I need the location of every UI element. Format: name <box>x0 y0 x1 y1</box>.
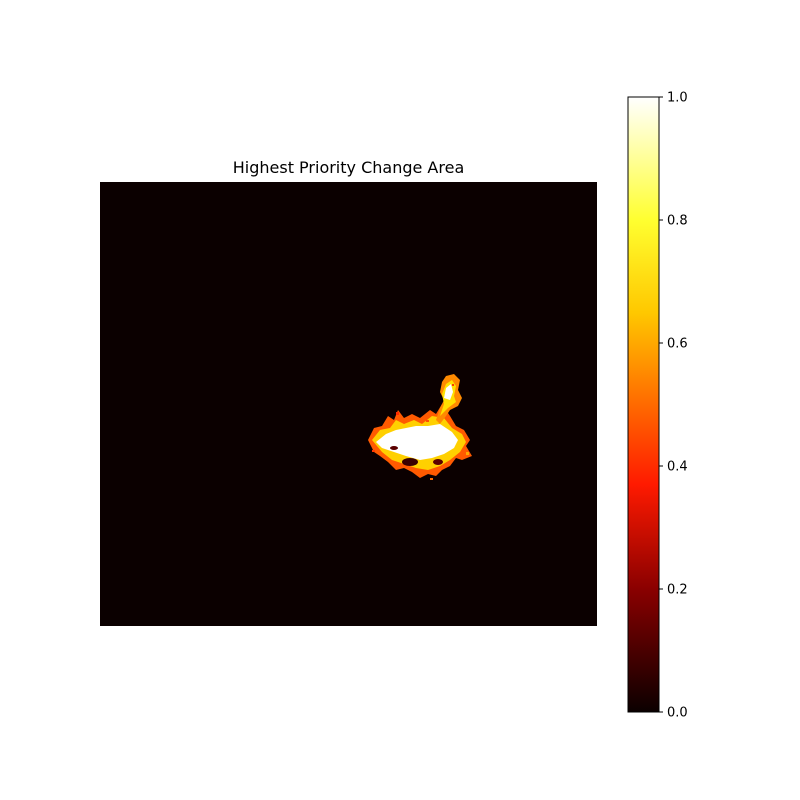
colorbar-tick-label: 0.0 <box>667 706 688 721</box>
colorbar-ticks: 0.0 0.2 0.4 0.6 0.8 1.0 <box>659 91 688 721</box>
hotspot-cluster <box>368 374 472 480</box>
colorbar-frame <box>627 96 660 713</box>
chart-title: Highest Priority Change Area <box>232 158 465 177</box>
heatmap-background <box>100 182 597 626</box>
colorbar-tick-label: 1.0 <box>667 91 688 106</box>
colorbar-gradient <box>628 97 659 712</box>
hotspot-core <box>376 424 458 460</box>
colorbar-tick-label: 0.2 <box>667 583 688 598</box>
colorbar-tick-label: 0.8 <box>667 214 688 229</box>
colorbar-tick-label: 0.4 <box>667 460 688 475</box>
colorbar-tick-label: 0.6 <box>667 337 688 352</box>
colorbar: 0.0 0.2 0.4 0.6 0.8 1.0 <box>627 91 688 721</box>
